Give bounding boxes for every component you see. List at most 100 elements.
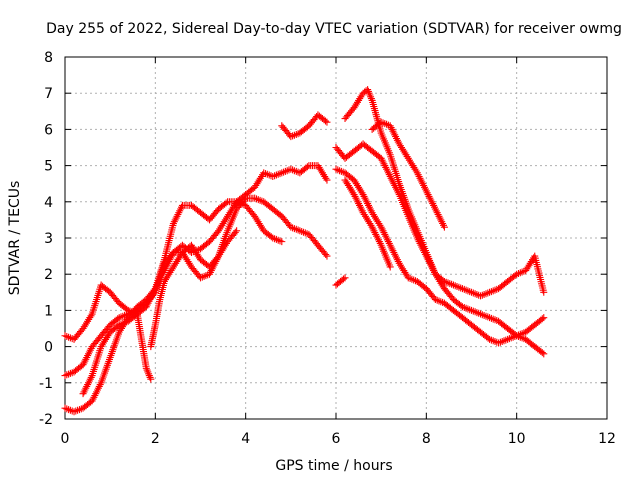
data-point-trail <box>487 285 501 296</box>
data-point-trail <box>334 166 347 176</box>
data-point-trail <box>379 119 392 129</box>
data-point-trail <box>532 315 546 328</box>
data-point-trail <box>451 308 465 320</box>
data-point-trail <box>414 171 429 193</box>
data-point-trail <box>171 250 185 269</box>
data-point-trail <box>405 214 420 240</box>
data-point-trail <box>496 319 510 331</box>
data-point-trail <box>279 214 293 230</box>
data-point-trail <box>442 286 456 302</box>
data-point-trail <box>478 289 492 299</box>
data-point-trail <box>99 282 113 295</box>
data-point-trail <box>252 171 267 189</box>
data-point-trail <box>63 369 76 379</box>
data-point-trail <box>135 304 149 317</box>
data-point-trail <box>216 239 230 258</box>
x-tick-label: 12 <box>598 431 616 447</box>
data-point-trail <box>134 312 150 370</box>
y-tick-label: -2 <box>39 412 53 428</box>
data-point <box>477 292 485 300</box>
data-point-trail <box>80 373 95 396</box>
data-point-trail <box>152 298 163 327</box>
data-point-trail <box>396 142 411 161</box>
data-point <box>278 238 286 246</box>
data-point-trail <box>523 322 537 335</box>
data-point-trail <box>243 203 257 219</box>
data-point-trail <box>207 207 221 222</box>
data-point <box>440 223 448 231</box>
data-point <box>323 176 331 184</box>
data-point-trail <box>143 366 154 381</box>
data-point-trail <box>351 178 366 197</box>
x-tick-label: 4 <box>241 431 250 447</box>
data-point <box>522 267 530 275</box>
data-point-trail <box>378 243 393 269</box>
data-point-trail <box>414 229 429 254</box>
series-track-5 <box>147 227 241 351</box>
data-point-trail <box>351 192 366 215</box>
data-point-trail <box>72 362 86 375</box>
data-point-trail <box>433 296 447 306</box>
data-point-trail <box>315 163 330 182</box>
data-point-trail <box>152 268 167 291</box>
data-point-trail <box>216 214 230 233</box>
data-point-trail <box>451 282 465 292</box>
y-tick-label: 8 <box>44 50 53 66</box>
data-point-trail <box>161 250 176 273</box>
data-point <box>142 364 150 372</box>
data-point <box>368 223 376 231</box>
data-point-trail <box>89 345 104 377</box>
data-point-trail <box>387 153 403 186</box>
data-point-trail <box>496 279 510 291</box>
data-point-trail <box>487 336 501 346</box>
data-point <box>504 335 512 343</box>
data-point-trail <box>369 225 384 247</box>
data-point-trail <box>216 199 230 212</box>
data-point-trail <box>343 148 357 161</box>
y-tick-labels: -2 -1 0 1 2 3 4 5 6 7 8 <box>39 50 53 428</box>
series-track-3 <box>61 194 331 416</box>
data-point-trail <box>469 307 483 317</box>
data-point <box>160 267 168 275</box>
data-point-trail <box>315 243 330 258</box>
y-tick-label: 1 <box>44 303 53 319</box>
data-point-trail <box>225 228 239 244</box>
data-point-trail <box>378 156 393 179</box>
data-point-trail <box>189 203 203 215</box>
data-point <box>287 133 295 141</box>
y-tick-label: 5 <box>44 159 53 175</box>
y-tick-label: 3 <box>44 231 53 247</box>
data-point-trail <box>207 228 221 244</box>
data-point-trail <box>396 193 411 218</box>
data-point-trail <box>378 225 393 247</box>
data-point-trail <box>496 336 510 346</box>
data-point-trail <box>198 271 212 281</box>
data-point-trail <box>361 87 370 96</box>
data-point-trail <box>342 105 357 121</box>
data-point <box>323 252 331 260</box>
data-point-trail <box>117 318 130 328</box>
data-point-trail <box>442 300 456 313</box>
data-point-trail <box>370 148 384 161</box>
data-point-trail <box>469 322 483 335</box>
data-point-trail <box>360 192 375 215</box>
data-point-trail <box>271 170 284 180</box>
data-point-trail <box>478 311 492 321</box>
data-point <box>70 408 78 416</box>
chart-title: Day 255 of 2022, Sidereal Day-to-day VTE… <box>46 21 622 37</box>
data-point-trail <box>460 285 474 296</box>
data-point <box>323 118 331 126</box>
data-point-trail <box>252 214 267 233</box>
data-point-trail <box>261 199 275 212</box>
data-points <box>61 86 548 416</box>
y-tick-label: 0 <box>44 340 53 356</box>
data-point <box>540 350 548 358</box>
data-point-trail <box>89 333 104 349</box>
data-point-trail <box>351 91 366 110</box>
series-track-4 <box>79 310 155 398</box>
data-point-trail <box>80 312 95 331</box>
axis-ticks <box>64 56 608 420</box>
data-point-trail <box>63 333 76 343</box>
series-track-10 <box>368 118 448 231</box>
